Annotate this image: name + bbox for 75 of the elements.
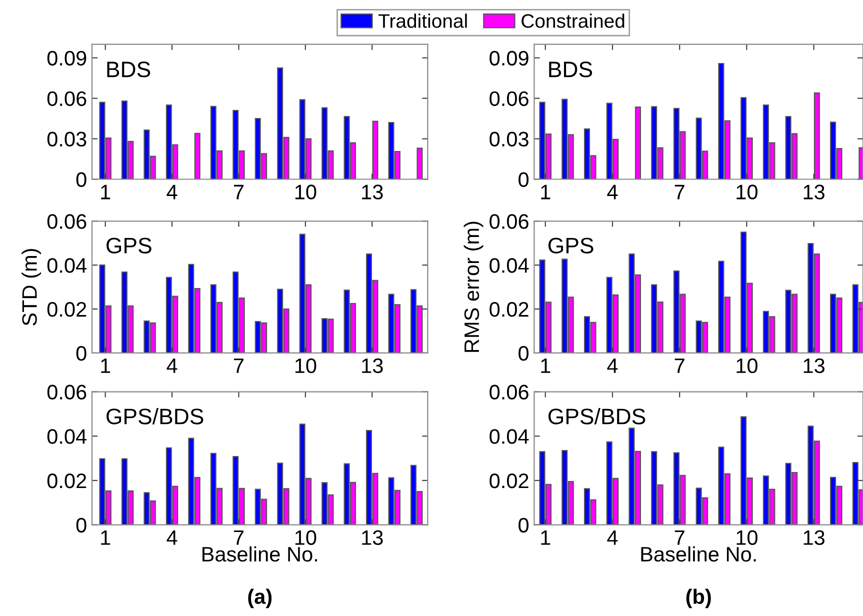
y-tick-label: 0 xyxy=(518,346,529,361)
x-tick-label: 13 xyxy=(804,358,824,374)
text: (a) xyxy=(248,588,272,608)
x-tick-label: 13 xyxy=(362,530,383,545)
x-tick-label: 4 xyxy=(166,358,178,373)
y-tick-label: 0.06 xyxy=(47,214,86,229)
text: GPS/BDS xyxy=(548,408,646,424)
bar xyxy=(372,120,378,180)
text: GPS/BDS xyxy=(106,408,204,424)
y-tick-label: 0.02 xyxy=(47,473,86,488)
text: (b) xyxy=(686,588,711,608)
y-tick-label: 0.02 xyxy=(490,302,528,317)
y-tick-label: 0 xyxy=(76,172,86,188)
x-tick-label: 1 xyxy=(101,530,110,545)
x-tick-label: 13 xyxy=(804,530,824,545)
y-tick-label: 0 xyxy=(518,518,529,533)
y-tick-label: 0.06 xyxy=(490,214,528,229)
y-tick-label: 0 xyxy=(518,172,529,188)
x-tick-label: 7 xyxy=(674,358,684,373)
bar xyxy=(852,462,858,525)
text: BDS xyxy=(549,62,592,78)
x-tick-label: 10 xyxy=(736,358,758,374)
x-axis-title: Baseline No. xyxy=(202,546,318,562)
x-tick-label: 4 xyxy=(166,530,178,545)
x-tick-label: 1 xyxy=(541,358,550,373)
y-tick-label: 0.04 xyxy=(47,258,87,273)
text: BDS xyxy=(107,62,150,78)
y-tick-label: 0.02 xyxy=(47,302,86,317)
y-axis-title: RMS error (m) xyxy=(464,222,484,352)
y-tick-label: 0.03 xyxy=(490,132,528,147)
bar xyxy=(416,148,423,180)
x-tick-label: 1 xyxy=(541,184,550,200)
text: GPS xyxy=(548,238,594,254)
x-tick-label: 4 xyxy=(607,358,618,373)
x-tick-label: 10 xyxy=(736,184,758,200)
x-tick-label: 7 xyxy=(234,530,244,545)
x-tick-label: 1 xyxy=(541,530,550,545)
x-tick-label: 10 xyxy=(295,530,316,545)
x-tick-label: 7 xyxy=(234,184,244,200)
y-tick-label: 0.09 xyxy=(490,50,528,66)
y-tick-label: 0.04 xyxy=(490,258,529,273)
x-tick-label: 1 xyxy=(101,358,110,373)
legend-label: Traditional xyxy=(378,14,467,28)
y-tick-label: 0.06 xyxy=(490,91,528,106)
x-tick-label: 10 xyxy=(295,358,316,374)
x-tick-label: 10 xyxy=(736,530,758,545)
y-tick-label: 0.03 xyxy=(47,132,86,147)
x-tick-label: 4 xyxy=(166,184,178,200)
y-tick-label: 0.02 xyxy=(490,473,528,488)
x-tick-label: 10 xyxy=(295,184,316,200)
x-tick-label: 13 xyxy=(804,184,824,200)
bar xyxy=(634,106,641,180)
y-tick-label: 0.06 xyxy=(47,91,86,106)
text: GPS xyxy=(106,238,152,254)
x-tick-label: 13 xyxy=(362,358,383,374)
x-tick-label: 7 xyxy=(674,530,684,545)
x-tick-label: 7 xyxy=(674,184,684,200)
y-tick-label: 0.09 xyxy=(47,50,86,66)
x-tick-label: 13 xyxy=(362,184,383,200)
bar xyxy=(194,132,200,180)
y-tick-label: 0 xyxy=(76,346,86,361)
x-tick-label: 4 xyxy=(607,184,618,200)
x-tick-label: 4 xyxy=(607,530,618,545)
bar xyxy=(852,284,858,353)
y-tick-label: 0.04 xyxy=(47,429,87,444)
y-tick-label: 0 xyxy=(76,518,86,533)
y-tick-label: 0.06 xyxy=(490,384,528,400)
y-tick-label: 0.06 xyxy=(47,384,86,400)
y-axis-title: STD (m) xyxy=(22,249,42,326)
bar xyxy=(814,92,820,180)
x-axis-title: Baseline No. xyxy=(641,546,756,562)
y-tick-label: 0.04 xyxy=(490,429,529,444)
x-tick-label: 1 xyxy=(101,184,110,200)
legend-label: Constrained xyxy=(522,14,624,28)
x-tick-label: 7 xyxy=(234,358,244,373)
